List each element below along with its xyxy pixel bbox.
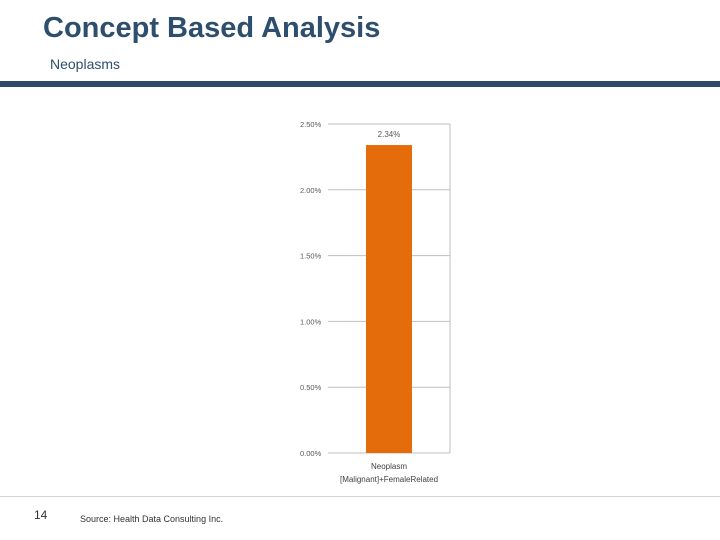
y-tick-label: 1.00% bbox=[300, 317, 322, 326]
title-divider bbox=[0, 81, 720, 87]
x-axis-category-labels: Neoplasm [Malignant]+FemaleRelated bbox=[340, 462, 438, 484]
bar-chart: 0.00% 0.50% 1.00% 1.50% 2.00% 2.50% 2.34% Neo… bbox=[298, 112, 452, 496]
bar-data-label: 2.34% bbox=[378, 130, 401, 139]
bars bbox=[366, 145, 412, 453]
y-axis-tick-labels: 0.00% 0.50% 1.00% 1.50% 2.00% 2.50% bbox=[300, 120, 322, 458]
bar-chart-svg: 0.00% 0.50% 1.00% 1.50% 2.00% 2.50% 2.34% Neo… bbox=[300, 120, 451, 484]
bar bbox=[366, 145, 412, 453]
page-number: 14 bbox=[34, 508, 48, 522]
y-tick-label: 0.50% bbox=[300, 383, 322, 392]
data-labels: 2.34% bbox=[378, 130, 401, 139]
y-tick-label: 0.00% bbox=[300, 449, 322, 458]
y-tick-label: 1.50% bbox=[300, 252, 322, 261]
slide-title: Concept Based Analysis bbox=[43, 12, 381, 44]
slide-subtitle: Neoplasms bbox=[50, 56, 121, 72]
x-category-label: Neoplasm bbox=[371, 462, 407, 471]
y-tick-label: 2.00% bbox=[300, 186, 322, 195]
y-tick-label: 2.50% bbox=[300, 120, 322, 129]
x-category-label: [Malignant]+FemaleRelated bbox=[340, 475, 438, 484]
footer-divider bbox=[0, 496, 720, 497]
source-note: Source: Health Data Consulting Inc. bbox=[80, 514, 224, 524]
